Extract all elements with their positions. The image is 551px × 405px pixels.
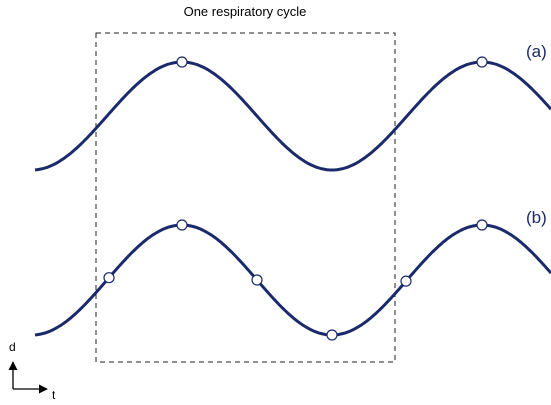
marker — [176, 56, 188, 68]
wave-b — [34, 223, 551, 337]
axis-t-label: t — [52, 388, 56, 402]
markers — [103, 56, 488, 341]
marker — [476, 56, 488, 68]
marker — [476, 219, 488, 231]
axis-d-label: d — [9, 340, 16, 354]
marker — [400, 275, 412, 287]
marker — [326, 329, 338, 341]
wave-a — [34, 60, 551, 172]
marker — [103, 272, 115, 284]
cycle-box — [95, 32, 396, 363]
label-b: (b) — [526, 208, 547, 227]
marker — [176, 219, 188, 231]
marker — [251, 274, 263, 286]
cycle-title: One respiratory cycle — [184, 4, 307, 19]
label-a: (a) — [526, 42, 547, 61]
